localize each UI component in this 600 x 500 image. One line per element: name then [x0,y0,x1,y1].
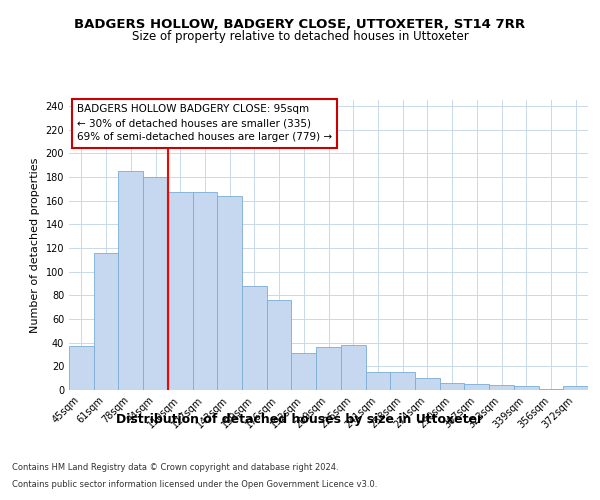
Bar [242,286,267,390]
Y-axis label: Number of detached properties: Number of detached properties [30,158,40,332]
Bar [316,348,341,390]
Text: BADGERS HOLLOW BADGERY CLOSE: 95sqm
← 30% of detached houses are smaller (335)
6: BADGERS HOLLOW BADGERY CLOSE: 95sqm ← 30… [77,104,332,142]
Bar [193,192,217,390]
Bar [440,383,464,390]
Bar [292,354,316,390]
Bar [489,386,514,390]
Text: Distribution of detached houses by size in Uttoxeter: Distribution of detached houses by size … [116,412,484,426]
Bar [563,386,588,390]
Bar [143,177,168,390]
Text: BADGERS HOLLOW, BADGERY CLOSE, UTTOXETER, ST14 7RR: BADGERS HOLLOW, BADGERY CLOSE, UTTOXETER… [74,18,526,30]
Text: Size of property relative to detached houses in Uttoxeter: Size of property relative to detached ho… [131,30,469,43]
Text: Contains public sector information licensed under the Open Government Licence v3: Contains public sector information licen… [12,480,377,489]
Bar [514,386,539,390]
Bar [415,378,440,390]
Text: Contains HM Land Registry data © Crown copyright and database right 2024.: Contains HM Land Registry data © Crown c… [12,462,338,471]
Bar [217,196,242,390]
Bar [118,171,143,390]
Bar [94,252,118,390]
Bar [390,372,415,390]
Bar [341,345,365,390]
Bar [168,192,193,390]
Bar [267,300,292,390]
Bar [69,346,94,390]
Bar [365,372,390,390]
Bar [539,389,563,390]
Bar [464,384,489,390]
